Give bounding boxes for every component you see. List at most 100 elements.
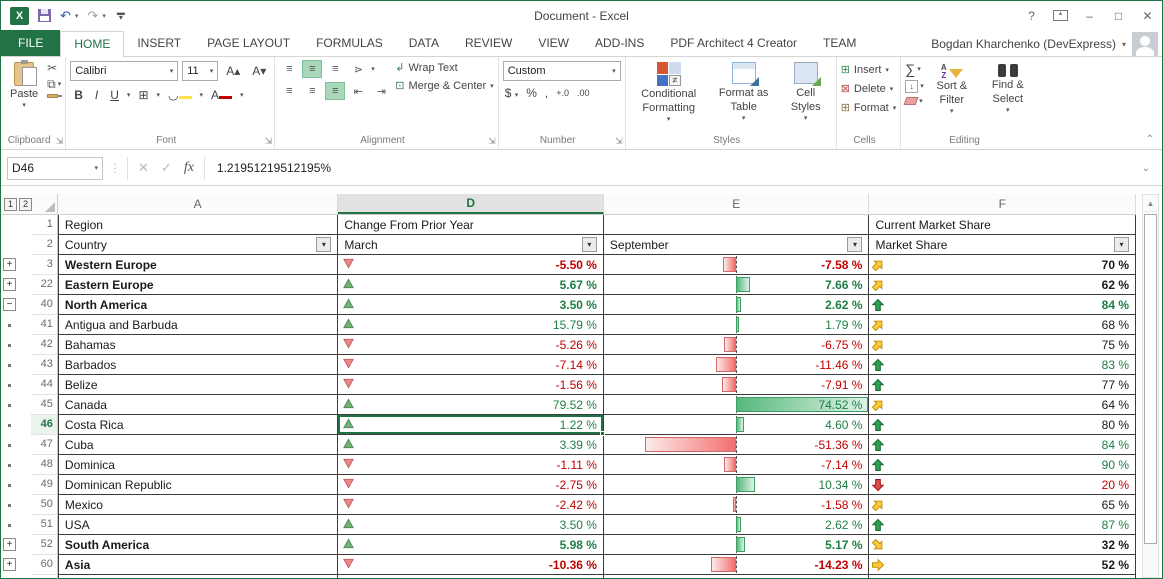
conditional-formatting-button[interactable]: ≠ Conditional Formatting ▾ xyxy=(630,60,708,126)
paste-button[interactable]: Paste ▾ xyxy=(5,60,43,113)
copy-icon[interactable]: ⧉ ▾ xyxy=(47,77,62,91)
cancel-formula-icon[interactable]: ✕ xyxy=(138,160,149,175)
excel-logo-icon[interactable]: X xyxy=(10,6,29,25)
row-number[interactable]: 60 xyxy=(30,555,58,575)
cell-market-share[interactable]: 70 % xyxy=(869,255,1136,275)
cell-march-change[interactable]: -2.75 % xyxy=(338,475,604,495)
tab-file[interactable]: FILE xyxy=(1,30,61,56)
cell-march-change[interactable]: 3.50 % xyxy=(338,295,604,315)
formula-input[interactable]: 1.21951219512195% xyxy=(216,161,332,175)
cell-country-name[interactable]: Belize xyxy=(57,375,339,395)
cell-march-change[interactable]: -1.56 % xyxy=(338,375,604,395)
cell-country-name[interactable]: Bahamas xyxy=(57,335,339,355)
cell-market-share[interactable]: 87 % xyxy=(869,515,1136,535)
cell-country-name[interactable]: Antigua and Barbuda xyxy=(57,315,339,335)
row-number[interactable]: 43 xyxy=(30,355,58,375)
column-header-e[interactable]: E xyxy=(603,194,870,214)
cell-march-change[interactable]: -1.11 % xyxy=(338,455,604,475)
row-number[interactable]: 41 xyxy=(30,315,58,335)
underline-button[interactable]: U xyxy=(110,88,119,102)
format-cells-button[interactable]: ⊞ Format ▾ xyxy=(840,101,897,115)
row-number[interactable]: 52 xyxy=(30,535,58,555)
filter-dropdown-icon[interactable]: ▾ xyxy=(847,237,863,252)
align-top-icon[interactable]: ≡ xyxy=(286,63,293,75)
filter-dropdown-icon[interactable]: ▾ xyxy=(316,237,332,252)
tab-home[interactable]: HOME xyxy=(60,31,125,57)
tab-page-layout[interactable]: PAGE LAYOUT xyxy=(207,35,291,50)
cell-country-name[interactable]: USA xyxy=(57,515,339,535)
filter-dropdown-icon[interactable]: ▾ xyxy=(1113,237,1129,252)
cell-september-change[interactable]: 10.34 % xyxy=(603,475,870,495)
row-number[interactable]: 49 xyxy=(30,475,58,495)
percent-style-icon[interactable]: % xyxy=(526,86,537,100)
row-number[interactable]: 40 xyxy=(30,295,58,315)
cell-country-name[interactable]: Eastern Europe xyxy=(57,275,339,295)
cell-march-change[interactable]: 79.52 % xyxy=(338,395,604,415)
cell-change-from-prior-year[interactable]: Change From Prior Year xyxy=(338,215,604,235)
font-color-dropdown-icon[interactable]: ▾ xyxy=(240,92,244,99)
cell-country-name[interactable]: Dominica xyxy=(57,455,339,475)
insert-cells-button[interactable]: ⊞ Insert ▾ xyxy=(840,63,889,77)
row-number[interactable]: 44 xyxy=(30,375,58,395)
close-icon[interactable]: ✕ xyxy=(1142,8,1153,23)
cell-country-name[interactable]: South America xyxy=(57,535,339,555)
scrollbar-thumb[interactable] xyxy=(1144,214,1157,544)
cell-september-change[interactable]: 74.52 % xyxy=(603,395,870,415)
expand-group-icon[interactable]: + xyxy=(3,558,16,571)
clipboard-dialog-launcher-icon[interactable]: ⇲ xyxy=(55,136,64,146)
cell-e1[interactable] xyxy=(603,215,870,235)
redo-dropdown-icon[interactable]: ▾ xyxy=(102,12,106,20)
number-dialog-launcher-icon[interactable]: ⇲ xyxy=(615,136,623,146)
vertical-scrollbar[interactable]: ▲ xyxy=(1136,194,1162,578)
cell-september-change[interactable]: -11.46 % xyxy=(603,355,870,375)
cell-september-change[interactable]: -6.75 % xyxy=(603,335,870,355)
cell-market-share[interactable]: 90 % xyxy=(869,455,1136,475)
row-number[interactable]: 51 xyxy=(30,515,58,535)
row-number[interactable]: 3 xyxy=(30,255,58,275)
orientation-dropdown-icon[interactable]: ▾ xyxy=(371,66,375,73)
minimize-icon[interactable]: – xyxy=(1086,8,1093,23)
increase-font-icon[interactable]: A▴ xyxy=(226,64,241,78)
row-number[interactable]: 42 xyxy=(30,335,58,355)
row-number[interactable]: 47 xyxy=(30,435,58,455)
orientation-icon[interactable]: ⋗ xyxy=(353,63,363,76)
ribbon-display-options-icon[interactable]: ▴ xyxy=(1046,1,1075,30)
cell-country-name[interactable]: Canada xyxy=(57,395,339,415)
cell-september-change[interactable]: -7.58 % xyxy=(603,255,870,275)
select-all-icon[interactable] xyxy=(44,202,55,212)
cell-september-change[interactable]: 2.62 % xyxy=(603,295,870,315)
cell-country[interactable]: Country ▾ xyxy=(57,235,339,255)
fill-icon[interactable]: ↓ ▾ xyxy=(905,80,924,93)
column-header-f[interactable]: F xyxy=(869,194,1136,214)
cell-march-change[interactable]: 1.22 % xyxy=(338,415,605,436)
row-number[interactable]: 45 xyxy=(30,395,58,415)
tab-formulas[interactable]: FORMULAS xyxy=(316,35,383,50)
tab-insert[interactable]: INSERT xyxy=(137,35,182,50)
cell-market-share[interactable]: 77 % xyxy=(869,375,1136,395)
cell-september-change[interactable]: 7.66 % xyxy=(603,275,870,295)
cell-september-change[interactable]: -7.91 % xyxy=(603,375,870,395)
tab-team[interactable]: TEAM xyxy=(823,35,857,50)
row-number[interactable]: 22 xyxy=(30,275,58,295)
decrease-font-icon[interactable]: A▾ xyxy=(252,64,267,78)
align-middle-icon[interactable]: ≡ xyxy=(302,60,323,78)
collapse-group-icon[interactable]: − xyxy=(3,298,16,311)
cell-march-change[interactable]: -2.42 % xyxy=(338,495,604,515)
cell-market-share[interactable]: 75 % xyxy=(869,335,1136,355)
decrease-indent-icon[interactable]: ⇤ xyxy=(353,85,363,98)
cell-market-share[interactable]: 84 % xyxy=(869,435,1136,455)
row-number[interactable]: 48 xyxy=(30,455,58,475)
autosum-icon[interactable]: ∑ ▾ xyxy=(905,61,921,77)
collapse-ribbon-icon[interactable]: ⌃ xyxy=(1145,134,1154,145)
cell-market-share[interactable]: 68 % xyxy=(869,315,1136,335)
cell-country-name[interactable]: Cuba xyxy=(57,435,339,455)
cell-market-share[interactable]: Market Share ▾ xyxy=(869,235,1136,255)
cell-country-name[interactable]: Dominican Republic xyxy=(57,475,339,495)
expand-group-icon[interactable]: + xyxy=(3,538,16,551)
cell-september-change[interactable]: -1.58 % xyxy=(603,495,870,515)
cell-september-change[interactable]: 2.62 % xyxy=(603,515,870,535)
cell-march-change[interactable]: 5.98 % xyxy=(338,535,604,555)
filter-dropdown-icon[interactable]: ▾ xyxy=(581,237,597,252)
row-number[interactable]: 46 xyxy=(30,415,58,435)
